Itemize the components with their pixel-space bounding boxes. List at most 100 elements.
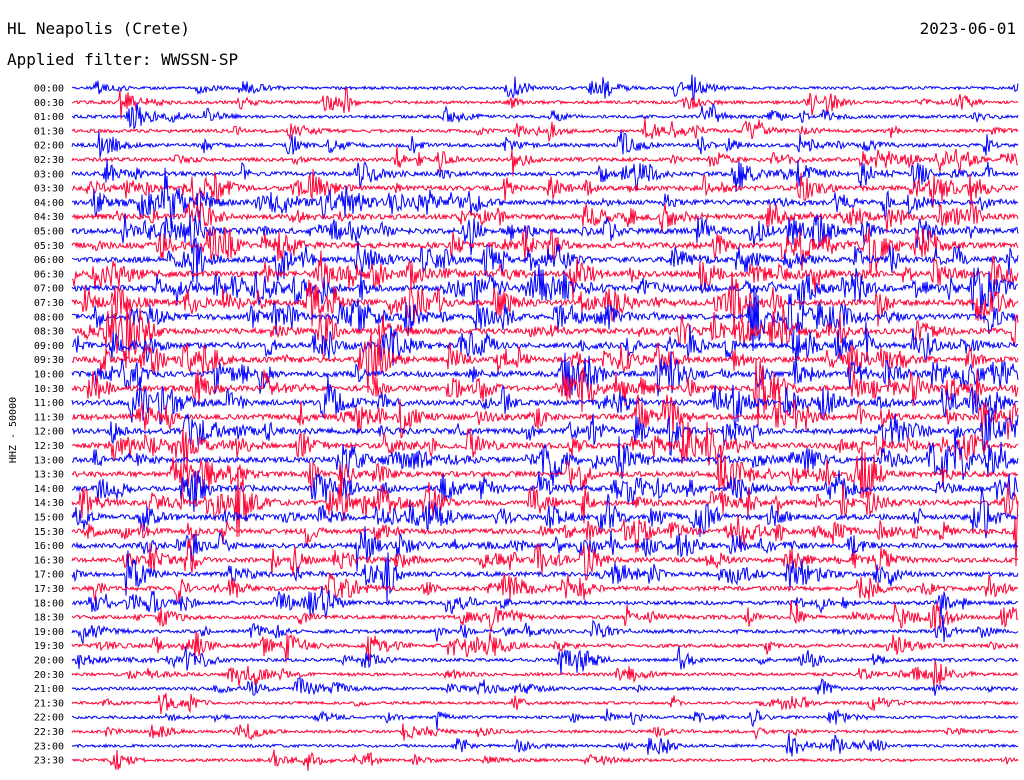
- tick-label: 03:30: [34, 184, 64, 195]
- station-title: HL Neapolis (Crete): [7, 19, 191, 38]
- tick-label: 03:00: [34, 169, 64, 180]
- tick-label: 05:00: [34, 227, 64, 238]
- trace-row: [71, 169, 1019, 209]
- tick-label: 21:30: [34, 698, 64, 709]
- tick-label: 06:00: [34, 255, 64, 266]
- tick-label: 07:00: [34, 284, 64, 295]
- trace-row: [71, 470, 1019, 513]
- trace-row: [71, 486, 1019, 539]
- tick-label: 23:00: [34, 741, 64, 752]
- tick-label: 01:00: [34, 112, 64, 123]
- tick-label: 06:30: [34, 269, 64, 280]
- tick-label: 02:00: [34, 141, 64, 152]
- trace-row: [71, 296, 1019, 369]
- tick-label: 22:00: [34, 713, 64, 724]
- trace-row: [71, 500, 1019, 567]
- tick-label: 12:30: [34, 441, 64, 452]
- tick-label: 00:30: [34, 98, 64, 109]
- date-label: 2023-06-01: [919, 19, 1016, 38]
- trace-row: [71, 289, 1019, 354]
- tick-label: 08:30: [34, 327, 64, 338]
- trace-row: [71, 600, 1019, 633]
- tick-label: 22:30: [34, 727, 64, 738]
- tick-label: 07:30: [34, 298, 64, 309]
- tick-label: 23:30: [34, 756, 64, 767]
- trace-row: [71, 358, 1019, 427]
- trace-row: [71, 333, 1019, 393]
- trace-row: [71, 631, 1019, 663]
- tick-label: 16:30: [34, 555, 64, 566]
- trace-row: [71, 129, 1019, 158]
- trace-row: [71, 351, 1019, 397]
- tick-label: 01:30: [34, 126, 64, 137]
- time-tick-labels: 00:00 00:30 01:00 01:30 02:00 02:30 03:00 03:30…: [34, 84, 64, 767]
- tick-label: 21:00: [34, 684, 64, 695]
- tick-label: 00:00: [34, 84, 64, 95]
- trace-row: [71, 102, 1019, 131]
- trace-row: [71, 614, 1019, 644]
- tick-label: 02:30: [34, 155, 64, 166]
- tick-label: 15:00: [34, 513, 64, 524]
- trace-row: [71, 692, 1019, 714]
- trace-row: [72, 421, 1019, 470]
- trace-row: [71, 250, 1019, 301]
- trace-row: [71, 723, 1019, 741]
- tick-label: 16:00: [34, 541, 64, 552]
- tick-label: 19:30: [34, 641, 64, 652]
- trace-row: [71, 271, 1019, 336]
- trace-row: [71, 394, 1019, 440]
- tick-label: 05:30: [34, 241, 64, 252]
- trace-row: [71, 226, 1019, 274]
- trace-row: [71, 676, 1019, 696]
- tick-label: 10:30: [34, 384, 64, 395]
- trace-row: [71, 74, 1019, 101]
- trace-row: [71, 407, 1019, 456]
- tick-label: 13:00: [34, 455, 64, 466]
- tick-label: 17:00: [34, 570, 64, 581]
- tick-label: 12:00: [34, 427, 64, 438]
- trace-row: [71, 572, 1019, 603]
- tick-label: 17:30: [34, 584, 64, 595]
- trace-row: [71, 321, 1019, 366]
- tick-label: 09:00: [34, 341, 64, 352]
- tick-label: 11:00: [34, 398, 64, 409]
- trace-row: [71, 263, 1019, 321]
- tick-label: 19:00: [34, 627, 64, 638]
- tick-label: 10:00: [34, 370, 64, 381]
- trace-row: [71, 585, 1019, 621]
- tick-label: 18:00: [34, 598, 64, 609]
- trace-row: [71, 158, 1019, 193]
- tick-label: 08:00: [34, 312, 64, 323]
- trace-row: [71, 146, 1019, 177]
- tick-label: 04:30: [34, 212, 64, 223]
- trace-rows: [71, 74, 1019, 771]
- trace-row: [71, 550, 1019, 604]
- tick-label: 14:30: [34, 498, 64, 509]
- trace-row: [71, 538, 1019, 581]
- tick-label: 11:30: [34, 412, 64, 423]
- trace-row: [71, 441, 1019, 499]
- channel-label: HHZ - 50000: [8, 397, 19, 463]
- trace-row: [71, 749, 1019, 771]
- tick-label: 04:00: [34, 198, 64, 209]
- trace-row: [71, 732, 1019, 757]
- trace-row: [71, 167, 1019, 229]
- trace-row: [71, 707, 1019, 731]
- trace-row: [71, 199, 1019, 234]
- trace-row: [71, 376, 1019, 429]
- trace-row: [71, 117, 1019, 143]
- trace-row: [71, 236, 1019, 284]
- tick-label: 20:00: [34, 656, 64, 667]
- tick-label: 14:00: [34, 484, 64, 495]
- tick-label: 13:30: [34, 470, 64, 481]
- trace-row: [71, 645, 1019, 676]
- tick-label: 20:30: [34, 670, 64, 681]
- trace-row: [71, 660, 1019, 688]
- tick-label: 15:30: [34, 527, 64, 538]
- trace-row: [71, 87, 1019, 120]
- tick-label: 09:30: [34, 355, 64, 366]
- tick-label: 18:30: [34, 613, 64, 624]
- trace-row: [71, 526, 1019, 572]
- filter-label: Applied filter: WWSSN-SP: [7, 50, 239, 69]
